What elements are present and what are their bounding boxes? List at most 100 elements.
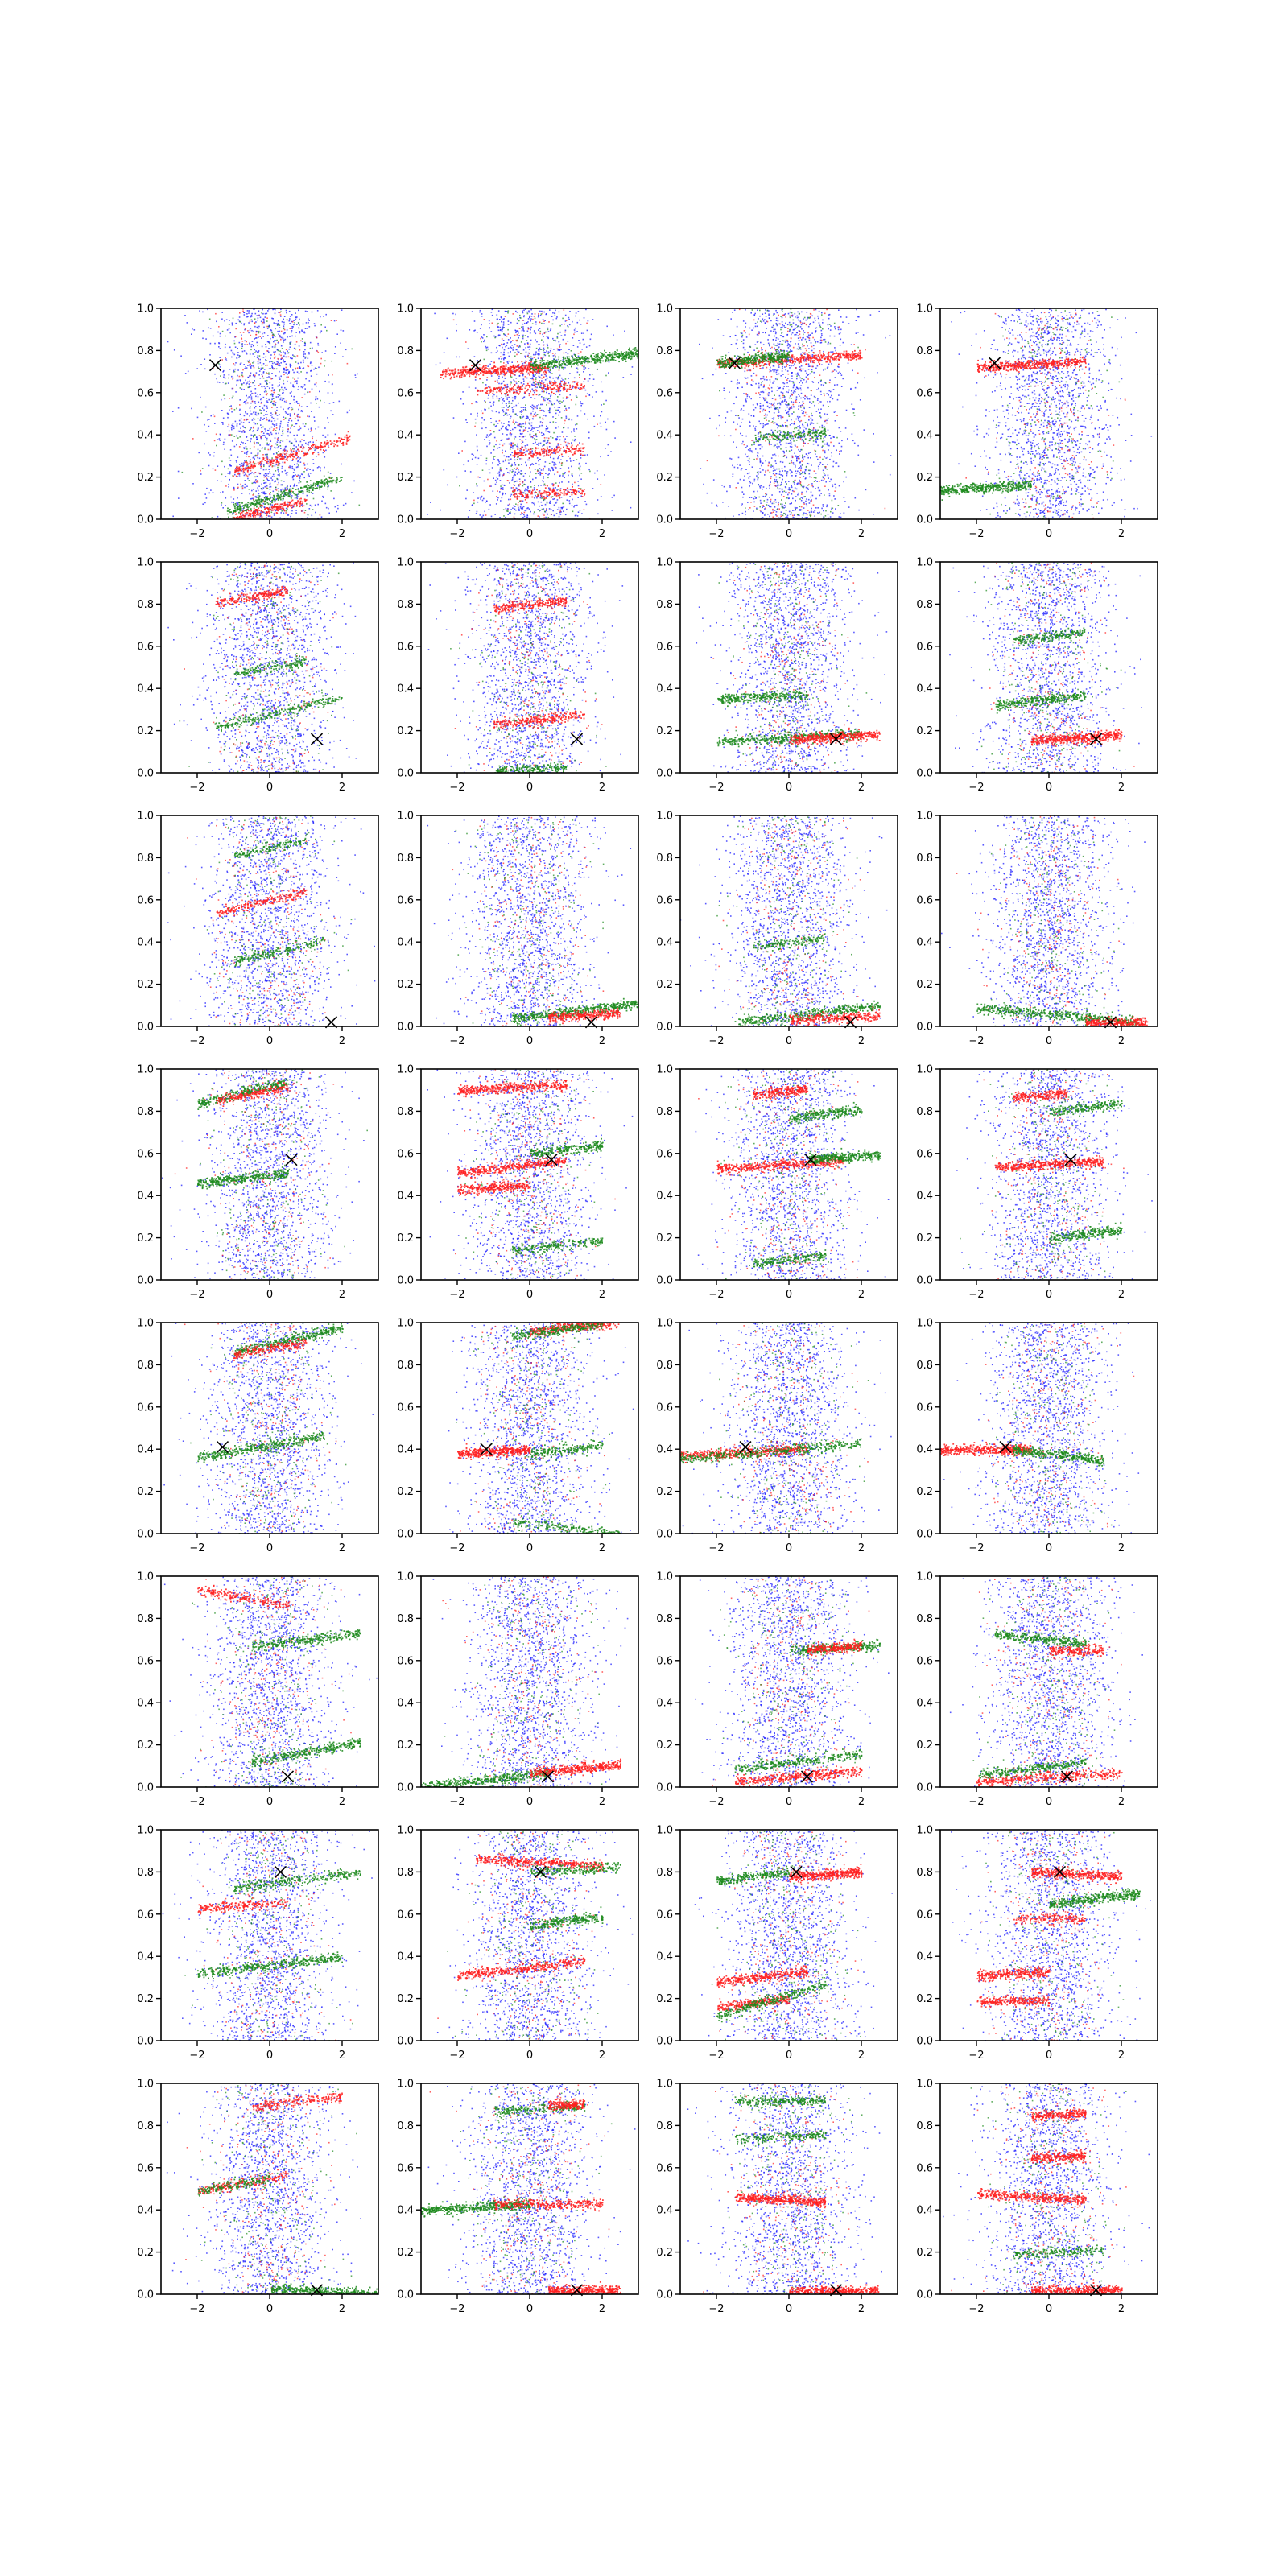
subplot-r6-c1: −2 0 20.00.20.40.60.81.0 — [137, 1571, 378, 1809]
y-tick-label: 0.4 — [916, 1444, 933, 1456]
y-tick-label: 1.0 — [916, 1825, 933, 1837]
y-tick-label: 0.6 — [916, 1148, 933, 1160]
x-tick-label: −2 — [968, 782, 984, 794]
y-tick-label: 0.6 — [916, 641, 933, 653]
y-tick-label: 1.0 — [137, 1064, 154, 1076]
x-tick-label: 0 — [266, 1289, 273, 1301]
y-tick-label: 0.8 — [656, 599, 673, 611]
x-tick-label: −2 — [968, 2050, 984, 2062]
x-tick-label: 0 — [786, 2050, 792, 2062]
y-tick-label: 0.8 — [137, 1613, 154, 1625]
x-tick-label: 0 — [526, 528, 533, 540]
x-tick-label: 2 — [339, 528, 345, 540]
scatter-points — [699, 308, 891, 520]
y-tick-label: 0.4 — [137, 1444, 154, 1456]
y-tick-label: 0.6 — [397, 2162, 414, 2174]
y-tick-label: 0.2 — [656, 2247, 673, 2259]
y-tick-label: 0.6 — [397, 387, 414, 399]
y-tick-label: 0.4 — [397, 683, 414, 696]
y-tick-label: 0.6 — [656, 894, 673, 906]
x-tick-label: −2 — [708, 2050, 724, 2062]
y-tick-label: 0.0 — [397, 1275, 414, 1287]
x-tick-label: −2 — [189, 2050, 204, 2062]
y-tick-label: 0.4 — [137, 937, 154, 949]
y-tick-label: 0.2 — [397, 1993, 414, 2005]
y-tick-label: 0.8 — [916, 2120, 933, 2132]
y-tick-label: 0.8 — [656, 1360, 673, 1372]
y-tick-label: 0.0 — [916, 1782, 933, 1794]
x-tick-label: 0 — [786, 1289, 792, 1301]
y-tick-label: 0.8 — [137, 345, 154, 357]
scatter-points — [940, 308, 1158, 521]
y-tick-label: 0.8 — [137, 852, 154, 865]
y-tick-label: 0.2 — [137, 2247, 154, 2259]
y-tick-label: 0.0 — [397, 1022, 414, 1034]
y-tick-label: 0.8 — [916, 1360, 933, 1372]
scatter-points — [695, 1831, 899, 2042]
y-tick-label: 0.6 — [137, 1402, 154, 1414]
x-tick-label: 2 — [1118, 782, 1125, 794]
x-marker — [286, 1154, 297, 1166]
y-tick-label: 0.4 — [397, 430, 414, 442]
y-tick-label: 0.0 — [916, 1529, 933, 1541]
y-tick-label: 0.6 — [397, 1655, 414, 1667]
y-tick-label: 0.2 — [137, 725, 154, 737]
y-tick-label: 0.2 — [656, 1486, 673, 1498]
scatter-points — [167, 562, 357, 774]
x-tick-label: 2 — [339, 782, 345, 794]
x-tick-label: 0 — [266, 1542, 273, 1554]
x-tick-label: 0 — [526, 1542, 533, 1554]
subplot-r4-c2: −2 0 20.00.20.40.60.81.0 — [397, 1064, 642, 1302]
x-tick-label: 0 — [526, 2303, 533, 2315]
x-tick-label: −2 — [189, 1289, 204, 1301]
subplot-r4-c3: −2 0 20.00.20.40.60.81.0 — [656, 1064, 898, 1302]
subplot-r4-c4: −2 0 20.00.20.40.60.81.0 — [916, 1064, 1158, 1302]
scatter-points — [673, 1576, 899, 1789]
y-tick-label: 0.6 — [656, 1148, 673, 1160]
y-tick-label: 0.0 — [916, 514, 933, 526]
x-tick-label: 0 — [1046, 1035, 1052, 1047]
y-tick-label: 0.0 — [656, 1529, 673, 1541]
axes-frame — [940, 562, 1158, 773]
x-tick-label: 0 — [526, 782, 533, 794]
x-tick-label: −2 — [708, 528, 724, 540]
scatter-points — [415, 1831, 662, 2042]
scatter-points — [156, 1830, 383, 2042]
x-marker — [283, 1771, 294, 1782]
x-tick-label: 0 — [266, 528, 273, 540]
x-tick-label: 2 — [339, 1796, 345, 1808]
x-tick-label: 0 — [1046, 782, 1052, 794]
y-tick-label: 0.2 — [137, 979, 154, 991]
y-tick-label: 0.6 — [137, 894, 154, 906]
subplot-r7-c4: −2 0 20.00.20.40.60.81.0 — [916, 1825, 1158, 2062]
y-tick-label: 0.0 — [397, 768, 414, 780]
y-tick-label: 0.0 — [137, 2036, 154, 2048]
y-tick-label: 1.0 — [137, 303, 154, 316]
y-tick-label: 0.0 — [656, 2289, 673, 2301]
x-tick-label: 0 — [1046, 1289, 1052, 1301]
x-tick-label: 2 — [858, 2303, 865, 2315]
y-tick-label: 1.0 — [656, 811, 673, 823]
y-tick-label: 0.8 — [137, 2120, 154, 2132]
scatter-points — [167, 2083, 380, 2301]
y-tick-label: 0.4 — [137, 1191, 154, 1203]
y-tick-label: 0.8 — [137, 1106, 154, 1118]
axes-frame — [421, 1830, 638, 2041]
subplot-r8-c3: −2 0 20.00.20.40.60.81.0 — [656, 2079, 898, 2316]
scatter-points — [934, 562, 1142, 774]
y-tick-label: 0.8 — [916, 852, 933, 865]
y-tick-label: 1.0 — [137, 1825, 154, 1837]
axes-frame — [161, 1830, 378, 2041]
x-tick-label: 0 — [1046, 528, 1052, 540]
y-tick-label: 0.0 — [916, 1275, 933, 1287]
scatter-points — [138, 1069, 394, 1282]
x-tick-label: 0 — [266, 2303, 273, 2315]
y-tick-label: 0.8 — [397, 599, 414, 611]
y-tick-label: 1.0 — [916, 811, 933, 823]
y-tick-label: 1.0 — [656, 1571, 673, 1583]
scatter-points — [167, 308, 418, 524]
y-tick-label: 0.4 — [916, 937, 933, 949]
y-tick-label: 0.0 — [656, 1782, 673, 1794]
y-tick-label: 0.6 — [397, 1402, 414, 1414]
scatter-points — [427, 1069, 642, 1281]
